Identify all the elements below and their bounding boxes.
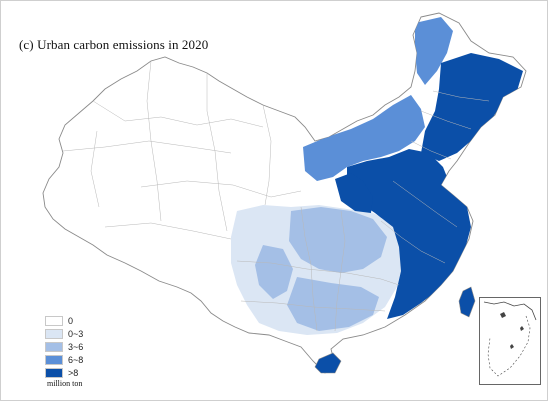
map-title: (c) Urban carbon emissions in 2020 [19, 37, 209, 52]
region-midlow-central [289, 207, 387, 273]
south-china-sea-inset [479, 297, 541, 385]
region-midlow-west [255, 245, 293, 299]
legend-item: 3~6 [45, 341, 115, 353]
legend-item: 6~8 [45, 354, 115, 366]
legend-label: 3~6 [68, 342, 84, 352]
region-midhigh-northwest [415, 17, 453, 85]
region-high-east [347, 149, 471, 319]
inset-dashed-line [487, 315, 531, 377]
island-taiwan [458, 286, 476, 318]
legend-swatch-3 [45, 355, 63, 365]
legend: 0 0~3 3~6 6~8 >8 [45, 315, 115, 380]
inset-islands [500, 312, 524, 349]
inset-map [483, 301, 537, 377]
province-boundaries [62, 60, 490, 332]
legend-label: 6~8 [68, 355, 84, 365]
legend-item: >8 [45, 367, 115, 379]
legend-label: 0 [68, 316, 74, 326]
legend-swatch-4 [45, 368, 63, 378]
unit-label: million ton [47, 379, 83, 388]
legend-label: 0~3 [68, 329, 84, 339]
region-midhigh-north [303, 95, 425, 181]
region-high-north-china [335, 173, 373, 213]
region-midlow-south [287, 277, 379, 331]
legend-item: 0 [45, 315, 115, 327]
legend-swatch-2 [45, 342, 63, 352]
legend-swatch-1 [45, 329, 63, 339]
legend-swatch-0 [45, 316, 63, 326]
region-high-northeast [421, 53, 523, 161]
legend-label: >8 [68, 368, 79, 378]
inset-coastline [483, 301, 537, 321]
legend-item: 0~3 [45, 328, 115, 340]
island-hainan [314, 352, 342, 374]
